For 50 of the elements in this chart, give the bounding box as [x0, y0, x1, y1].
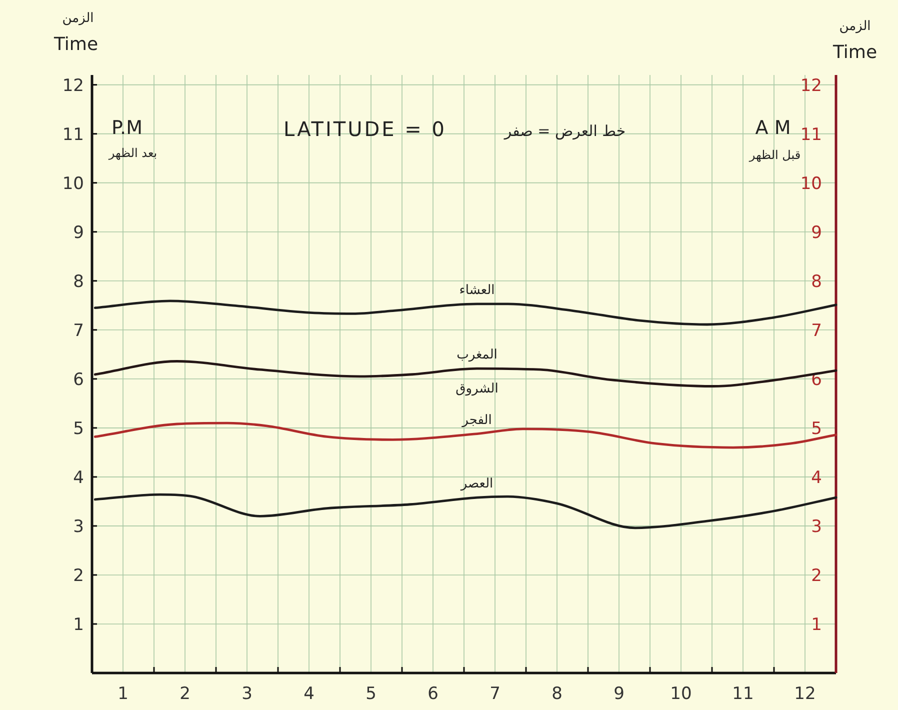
- x-tick-label: 5: [366, 684, 376, 704]
- x-tick-label: 3: [242, 684, 252, 704]
- y2-tick-label: 8: [811, 272, 822, 292]
- y-tick-label: 3: [73, 516, 84, 537]
- y-tick-label: 2: [73, 566, 84, 586]
- text: الزمن: [839, 19, 871, 34]
- y-tick-label: 11: [62, 124, 84, 145]
- series-label: الفجر: [461, 412, 492, 428]
- y-tick-label: 10: [62, 174, 84, 194]
- x-tick-label: 7: [490, 684, 500, 704]
- y-tick-label: 6: [73, 370, 84, 390]
- annotation: قبل الظهر: [748, 148, 801, 162]
- y2-tick-label: 7: [811, 320, 822, 341]
- text: LATITUDE = 0: [284, 117, 446, 141]
- y2-tick-label: 5: [811, 418, 822, 439]
- y-tick-label: 12: [62, 76, 84, 96]
- y2-tick-label: 12: [800, 76, 822, 96]
- y-tick-label: 8: [73, 272, 84, 292]
- x-tick-label: 11: [732, 684, 754, 704]
- x-tick-label: 8: [552, 684, 562, 704]
- x-tick-label: 2: [180, 684, 190, 704]
- y-tick-label: 9: [73, 222, 84, 243]
- x-tick-label: 4: [304, 684, 314, 704]
- annotation: P.M: [112, 117, 142, 139]
- x-tick-label: 10: [670, 684, 692, 704]
- text: خط العرض = صفر: [503, 122, 626, 140]
- y-tick-label: 5: [73, 418, 84, 439]
- series-label: العشاء: [459, 282, 495, 298]
- y2-tick-label: 9: [811, 222, 822, 243]
- y2-tick-label: 4: [811, 468, 822, 488]
- annotation: A M: [755, 117, 791, 139]
- series-label: المغرب: [456, 348, 498, 363]
- x-tick-label: 6: [428, 684, 438, 704]
- x-tick-label: 9: [614, 684, 624, 704]
- annotation: بعد الظهر: [108, 146, 158, 160]
- y2-tick-label: 11: [800, 124, 822, 145]
- y2-tick-label: 1: [811, 614, 822, 635]
- y2-tick-label: 10: [800, 174, 822, 194]
- annotation: الشروق: [456, 382, 498, 397]
- x-tick-label: 1: [118, 684, 128, 704]
- y2-axis-title: Time: [832, 42, 878, 63]
- y-tick-label: 4: [73, 468, 84, 488]
- y2-tick-label: 2: [811, 566, 822, 586]
- y-tick-label: 1: [73, 614, 84, 635]
- text: الزمن: [62, 11, 94, 26]
- y-tick-label: 7: [73, 320, 84, 341]
- y2-tick-label: 3: [811, 516, 822, 537]
- series-label: العصر: [460, 476, 494, 492]
- x-tick-label: 12: [794, 684, 816, 704]
- y-axis-title: Time: [52, 34, 98, 55]
